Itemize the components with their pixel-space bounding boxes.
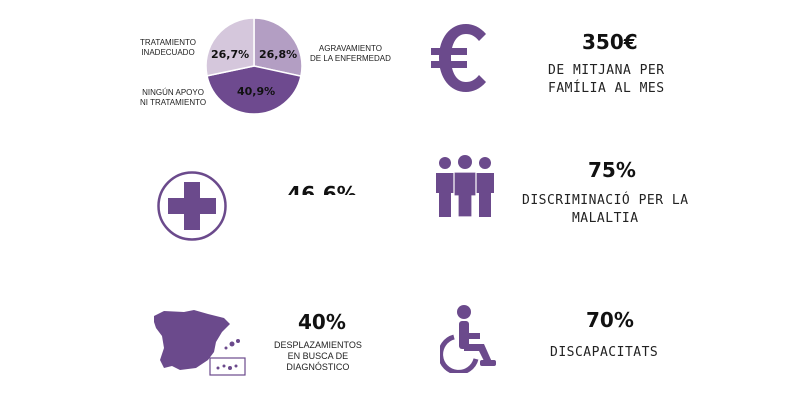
spain-map-icon	[154, 310, 246, 376]
pie-pct-agravamiento: 26,8%	[259, 48, 298, 61]
pie-slice	[253, 17, 303, 78]
pie-label-tratamiento: TRATAMIENTO INADECUADO	[140, 38, 196, 57]
spain-stat-value: 40%	[298, 310, 346, 334]
pie-pct-tratamiento: 26,7%	[211, 48, 250, 61]
cross-stat-clip: 46.6%	[282, 180, 362, 195]
medical-cross-icon	[157, 171, 227, 241]
cross-stat-value: 46.6%	[287, 182, 357, 195]
pie-label-agravamiento: AGRAVAMIENTO DE LA ENFERMEDAD	[310, 44, 391, 63]
pie-pct-ningun-apoyo: 40,9%	[237, 85, 276, 98]
pie-label-ningun-apoyo: NINGÚN APOYO NI TRATAMIENTO	[140, 88, 207, 107]
euro-stat-value: 350€	[582, 30, 638, 54]
people-stat-description: DISCRIMINACIÓ PER LA MALALTIA	[522, 193, 689, 226]
people-group-icon	[436, 155, 494, 218]
pie-svg	[205, 17, 303, 115]
spain-stat-description: DESPLAZAMIENTOS EN BUSCA DE DIAGNÓSTICO	[274, 340, 362, 372]
pie-slice	[205, 17, 255, 77]
wheelchair-stat-value: 70%	[586, 308, 634, 332]
wheelchair-icon	[440, 305, 496, 373]
euro-stat-description: DE MITJANA PER FAMÍLIA AL MES	[548, 63, 665, 96]
wheelchair-stat-description: DISCAPACITATS	[550, 345, 659, 360]
people-stat-value: 75%	[588, 158, 636, 182]
euro-icon	[431, 24, 486, 92]
pie-slice	[206, 65, 302, 115]
